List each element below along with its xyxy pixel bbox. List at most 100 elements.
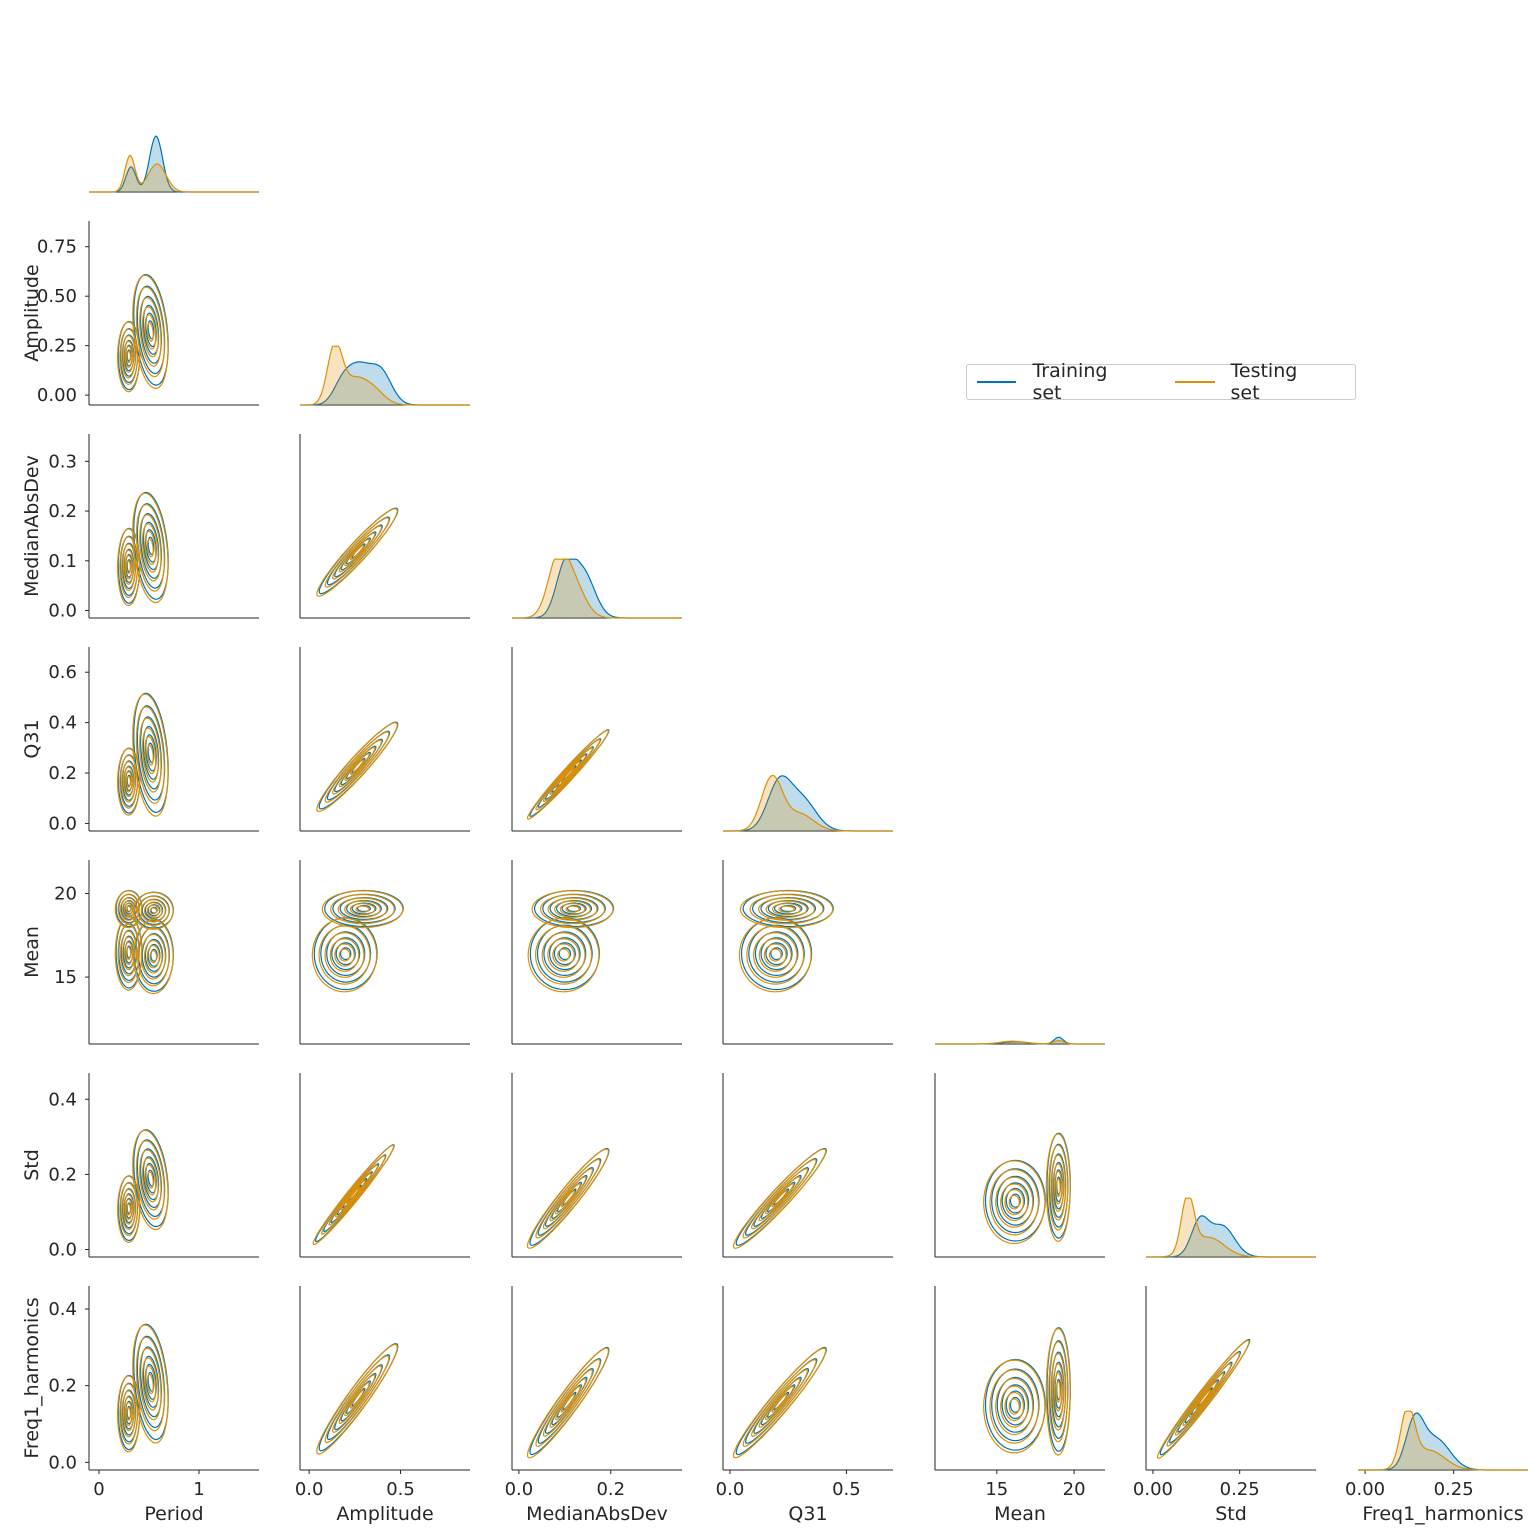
- contour-period-std-testing-set: [119, 1182, 138, 1237]
- contour-q31-std-testing-set: [771, 1189, 788, 1208]
- y-tick-label-amplitude: 0.25: [37, 336, 77, 357]
- kde-fill-q31-testing-set: [723, 775, 893, 831]
- contour-medianabsdev-q31-training-set: [529, 729, 610, 817]
- contour-period-medianabsdev-training-set: [139, 512, 163, 579]
- legend-swatch-testing: [1175, 381, 1215, 383]
- x-tick-label-period: 1: [193, 1479, 204, 1500]
- y-tick-label-amplitude: 0.75: [37, 237, 77, 258]
- y-tick-label-std: 0.2: [48, 1164, 77, 1185]
- contour-medianabsdev-q31-testing-set: [555, 760, 581, 789]
- contour-q31-std-testing-set: [742, 1158, 817, 1239]
- contour-medianabsdev-freq1-harmonics-testing-set: [542, 1369, 594, 1437]
- contour-period-amplitude-training-set: [142, 304, 160, 355]
- contour-std-freq1-harmonics-training-set: [1177, 1361, 1233, 1433]
- contour-period-q31-training-set: [145, 734, 157, 772]
- contour-q31-mean-testing-set: [765, 900, 808, 918]
- contour-q31-mean-testing-set: [763, 943, 787, 967]
- contour-period-mean-testing-set: [114, 915, 143, 991]
- contour-cell-period-mean: [114, 889, 174, 995]
- contour-period-amplitude-testing-set: [116, 321, 141, 393]
- contour-amplitude-q31-testing-set: [349, 759, 365, 775]
- x-tick-label-period: 0: [93, 1479, 104, 1500]
- contour-mean-freq1-harmonics-training-set: [996, 1376, 1035, 1433]
- contour-period-std-testing-set: [123, 1194, 135, 1225]
- contour-period-medianabsdev-testing-set: [142, 523, 159, 573]
- y-tick-label-medianabsdev: 0.1: [48, 551, 77, 572]
- contour-period-mean-testing-set: [146, 944, 160, 969]
- contour-period-freq1-harmonics-training-set: [136, 1335, 166, 1429]
- contour-q31-std-testing-set: [732, 1148, 827, 1249]
- contour-mean-std-testing-set: [1050, 1154, 1067, 1221]
- contour-mean-freq1-harmonics-testing-set: [995, 1377, 1034, 1436]
- kde-fill-medianabsdev-testing-set: [512, 559, 682, 618]
- contour-amplitude-mean-training-set: [332, 893, 396, 924]
- contour-amplitude-std-testing-set: [340, 1179, 367, 1211]
- contour-period-q31-training-set: [139, 716, 163, 790]
- contour-amplitude-q31-testing-set: [324, 731, 390, 803]
- kde-fill-amplitude-training-set: [300, 361, 470, 405]
- y-tick-label-freq1-harmonics: 0.0: [48, 1452, 77, 1473]
- contour-medianabsdev-std-testing-set: [549, 1176, 587, 1222]
- contour-period-medianabsdev-testing-set: [123, 549, 135, 585]
- x-tick-label-amplitude: 0.5: [386, 1479, 415, 1500]
- contour-mean-freq1-harmonics-testing-set: [1048, 1341, 1069, 1443]
- contour-medianabsdev-mean-testing-set: [554, 900, 592, 918]
- contour-std-freq1-harmonics-testing-set: [1156, 1339, 1250, 1459]
- contour-medianabsdev-mean-testing-set: [541, 932, 586, 978]
- contour-period-std-testing-set: [121, 1188, 136, 1231]
- contour-mean-freq1-harmonics-testing-set: [1045, 1327, 1071, 1456]
- contour-amplitude-mean-testing-set: [324, 932, 365, 978]
- contour-mean-std-training-set: [1046, 1132, 1071, 1239]
- contour-period-mean-testing-set: [140, 899, 166, 923]
- contour-cell-q31-mean: [738, 889, 834, 993]
- contour-mean-std-testing-set: [989, 1168, 1040, 1236]
- kde-fill-mean-training-set: [935, 1037, 1105, 1044]
- contour-period-mean-testing-set: [132, 891, 174, 930]
- contour-period-mean-testing-set: [122, 900, 136, 918]
- kde-line-medianabsdev-testing-set: [512, 558, 682, 619]
- contour-medianabsdev-freq1-harmonics-training-set: [537, 1358, 602, 1444]
- contour-cell-medianabsdev-mean: [527, 889, 615, 993]
- contour-period-mean-testing-set: [123, 902, 134, 916]
- legend-entry-training: Training set: [977, 360, 1141, 404]
- contour-q31-mean-testing-set: [778, 905, 795, 913]
- contour-mean-freq1-harmonics-testing-set: [1052, 1363, 1065, 1421]
- contour-mean-std-testing-set: [995, 1176, 1034, 1228]
- x-tick-label-q31: 0.0: [716, 1479, 745, 1500]
- x-axis-label-period: Period: [144, 1503, 203, 1525]
- contour-q31-mean-testing-set: [757, 897, 816, 921]
- contour-mean-std-testing-set: [1008, 1194, 1020, 1210]
- contour-period-freq1-harmonics-testing-set: [144, 1365, 157, 1403]
- contour-period-q31-testing-set: [146, 744, 154, 766]
- contour-mean-freq1-harmonics-testing-set: [1055, 1380, 1061, 1403]
- contour-cell-amplitude-q31: [316, 721, 399, 813]
- contour-amplitude-freq1-harmonics-testing-set: [344, 1382, 370, 1417]
- contour-q31-freq1-harmonics-testing-set: [732, 1347, 827, 1459]
- contour-amplitude-mean-testing-set: [337, 897, 388, 921]
- x-axis-label-std: Std: [1215, 1503, 1247, 1525]
- contour-mean-std-testing-set: [982, 1160, 1046, 1245]
- y-tick-label-medianabsdev: 0.3: [48, 451, 77, 472]
- contour-amplitude-mean-testing-set: [338, 948, 351, 962]
- contour-cell-period-amplitude: [116, 273, 169, 393]
- contour-amplitude-freq1-harmonics-testing-set: [316, 1343, 398, 1455]
- y-axis-label-medianabsdev: MedianAbsDev: [21, 455, 43, 597]
- x-tick-label-freq1-harmonics: 0.00: [1345, 1479, 1385, 1500]
- contour-period-mean-testing-set: [122, 936, 136, 971]
- contour-period-q31-testing-set: [132, 693, 169, 817]
- contour-period-freq1-harmonics-training-set: [133, 1323, 169, 1441]
- x-axis-label-medianabsdev: MedianAbsDev: [526, 1503, 668, 1525]
- contour-amplitude-freq1-harmonics-testing-set: [338, 1374, 376, 1425]
- contour-cell-amplitude-std: [312, 1144, 395, 1246]
- contour-amplitude-medianabsdev-testing-set: [316, 508, 398, 597]
- contour-medianabsdev-std-training-set: [529, 1148, 610, 1246]
- y-axis-label-mean: Mean: [21, 926, 43, 978]
- x-tick-label-q31: 0.5: [832, 1479, 861, 1500]
- contour-period-medianabsdev-testing-set: [132, 492, 169, 604]
- contour-q31-mean-training-set: [751, 893, 825, 924]
- contour-amplitude-mean-testing-set: [344, 900, 381, 918]
- contour-medianabsdev-mean-testing-set: [565, 905, 580, 913]
- contour-period-freq1-harmonics-training-set: [142, 1355, 160, 1408]
- contour-period-std-training-set: [136, 1139, 166, 1218]
- contour-mean-freq1-harmonics-testing-set: [989, 1369, 1040, 1444]
